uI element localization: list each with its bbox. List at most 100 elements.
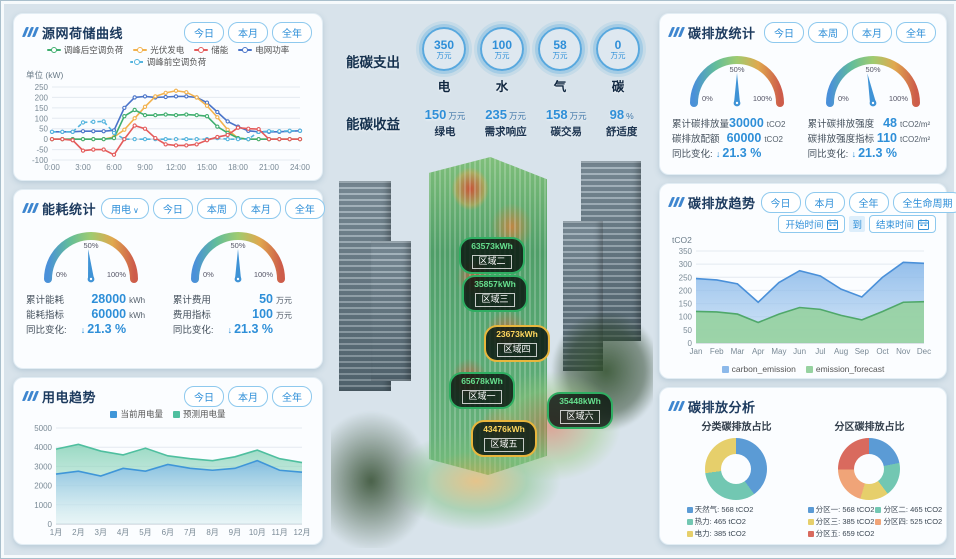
svg-text:4000: 4000	[34, 443, 52, 452]
panel-carbon-stats: 碳排放统计 今日 本周 本月 全年 50% 0% 100% 累计碳排放量 30000 tCO2 碳…	[659, 13, 947, 175]
panel-title: 碳排放趋势	[688, 195, 756, 211]
carbon-stats-range-button-2[interactable]: 本月	[852, 21, 892, 43]
panel-title: 用电趋势	[42, 389, 97, 405]
expense-item-1: 100 万元水	[480, 27, 524, 95]
energy-range-button-3[interactable]: 全年	[284, 197, 325, 219]
start-date-picker[interactable]: 开始时间	[778, 215, 846, 233]
svg-text:100%: 100%	[107, 270, 127, 279]
zone-legend-item-2: 分区三: 385 tCO2	[807, 516, 874, 527]
carbon-intensity-stat-2: 同比变化: ↓ 21.3 %	[807, 146, 897, 160]
income-item-2: 158 万元 碳交易	[545, 107, 587, 138]
calendar-icon	[918, 219, 929, 230]
source-range-button-0[interactable]: 今日	[184, 21, 224, 43]
svg-text:50%: 50%	[230, 241, 245, 250]
carbon-intensity-gauge: 50% 0% 100% 累计碳排放强度 48 tCO2/m² 碳排放强度指标 110 tCO2/…	[806, 44, 936, 160]
carbon-intensity-stat-0: 累计碳排放强度 48 tCO2/m²	[807, 116, 931, 130]
zone-legend-item-1: 分区二: 465 tCO2	[875, 504, 942, 515]
svg-text:Jul: Jul	[815, 347, 825, 356]
svg-text:150: 150	[679, 300, 693, 309]
svg-text:0%: 0%	[702, 94, 713, 103]
energy-range-button-0[interactable]: 今日	[152, 197, 193, 219]
carbon-legend-item-1: emission_forecast	[805, 364, 884, 374]
end-date-picker[interactable]: 结束时间	[868, 215, 936, 233]
svg-text:50%: 50%	[83, 241, 98, 250]
svg-text:10月: 10月	[249, 528, 266, 537]
expense-circles: 350 万元电 100 万元水 58 万元气 0 万元碳	[415, 27, 653, 95]
carbon-trend-range-button-1[interactable]: 本月	[804, 191, 845, 213]
svg-text:3:00: 3:00	[75, 163, 91, 172]
source-legend-item-4: 调峰前空调负荷	[129, 56, 206, 68]
svg-text:9:00: 9:00	[137, 163, 153, 172]
carbon-total-stat-2: 同比变化: ↓ 21.3 %	[672, 146, 762, 160]
svg-text:250: 250	[679, 273, 693, 282]
carbon-legend-item-0: carbon_emission	[721, 364, 796, 374]
source-range-button-1[interactable]: 本月	[228, 21, 268, 43]
svg-text:4月: 4月	[117, 528, 129, 537]
power-legend-item-0: 当前用电量	[110, 408, 163, 420]
zone-label-1: 35857kWh 区域三	[462, 275, 528, 313]
carbon-stats-range-button-1[interactable]: 本周	[808, 21, 848, 43]
power-range-button-0[interactable]: 今日	[184, 385, 224, 407]
panel-slashes-icon	[667, 197, 686, 207]
svg-text:6:00: 6:00	[106, 163, 122, 172]
svg-text:12:00: 12:00	[166, 163, 187, 172]
svg-text:50%: 50%	[865, 65, 880, 74]
svg-text:Dec: Dec	[917, 347, 931, 356]
zone-label-4: 35448kWh 区域六	[547, 392, 613, 430]
zone-label-3: 65678kWh 区域一	[449, 372, 515, 410]
energy-range-button-1[interactable]: 本周	[196, 197, 237, 219]
expense-item-0: 350 万元电	[422, 27, 466, 95]
svg-text:Nov: Nov	[896, 347, 910, 356]
panel-title: 源网荷储曲线	[42, 25, 124, 41]
svg-text:3000: 3000	[34, 462, 52, 471]
carbon-stats-range-buttons: 今日 本周 本月 全年	[764, 21, 936, 43]
calendar-icon	[827, 219, 839, 230]
category-donut-section: 分类碳排放占比 天然气: 568 tCO2 热力: 465 tCO2 电力: 385…	[673, 418, 801, 539]
source-range-button-2[interactable]: 全年	[272, 21, 312, 43]
energy-range-button-2[interactable]: 本月	[240, 197, 281, 219]
svg-text:6月: 6月	[162, 528, 174, 537]
carbon-stats-range-button-3[interactable]: 全年	[896, 21, 936, 43]
power-range-button-2[interactable]: 全年	[272, 385, 312, 407]
carbon-trend-range-button-3[interactable]: 全生命周期	[892, 191, 956, 213]
svg-text:Feb: Feb	[710, 347, 724, 356]
svg-text:0%: 0%	[203, 270, 214, 279]
energy-total-dial: 50% 0% 100%	[44, 232, 138, 283]
category-legend-item-0: 天然气: 568 tCO2	[686, 504, 753, 515]
income-label: 能碳收益	[346, 117, 400, 132]
svg-text:Mar: Mar	[731, 347, 745, 356]
panel-energy-stats: 能耗统计 用电 ∨ 今日 本周 本月 全年 50% 0% 100% 累计能耗 28000 kWh 能…	[13, 189, 325, 369]
axis-unit-label: 单位 (kW)	[26, 70, 64, 80]
carbon-trend-range-button-0[interactable]: 今日	[760, 191, 801, 213]
zone-label-0: 63573kWh 区域二	[459, 237, 525, 275]
svg-text:0: 0	[688, 339, 693, 348]
svg-text:100%: 100%	[753, 94, 773, 103]
income-item-1: 235 万元 需求响应	[484, 107, 527, 138]
svg-text:12月: 12月	[294, 528, 311, 537]
svg-text:-50: -50	[36, 146, 48, 155]
svg-text:24:00: 24:00	[290, 163, 311, 172]
svg-text:50: 50	[683, 326, 692, 335]
svg-text:Jun: Jun	[793, 347, 806, 356]
power-range-button-1[interactable]: 本月	[228, 385, 268, 407]
down-arrow-icon: ↓	[851, 149, 857, 159]
svg-text:100: 100	[679, 313, 693, 322]
carbon-trend-range-button-2[interactable]: 全年	[848, 191, 889, 213]
zone-donut-legend: 分区一: 568 tCO2 分区二: 465 tCO2 分区三: 385 tCO2 分…	[806, 504, 942, 539]
energy-cost-dial: 50% 0% 100%	[190, 232, 285, 283]
panel-source-curve: 源网荷储曲线 今日 本月 全年 调峰后空调负荷 光伏发电 储能 电网功率 调峰前空调负荷 单…	[13, 13, 323, 181]
down-arrow-icon: ↓	[715, 149, 721, 159]
svg-text:May: May	[771, 347, 786, 356]
svg-text:2月: 2月	[72, 528, 84, 537]
svg-text:Oct: Oct	[876, 347, 889, 356]
energy-type-dropdown[interactable]: 用电 ∨	[101, 197, 149, 219]
svg-text:Aug: Aug	[834, 347, 848, 356]
energy-cost-stat-1: 费用指标 100 万元	[172, 307, 292, 321]
power-trend-range-buttons: 今日 本月 全年	[184, 385, 312, 407]
svg-text:0:00: 0:00	[44, 163, 60, 172]
expense-item-2: 58 万元气	[538, 27, 582, 95]
donut-title: 分类碳排放占比	[701, 422, 772, 433]
carbon-stats-range-button-0[interactable]: 今日	[764, 21, 804, 43]
carbon-total-stat-1: 碳排放配额 60000 tCO2	[672, 131, 783, 145]
